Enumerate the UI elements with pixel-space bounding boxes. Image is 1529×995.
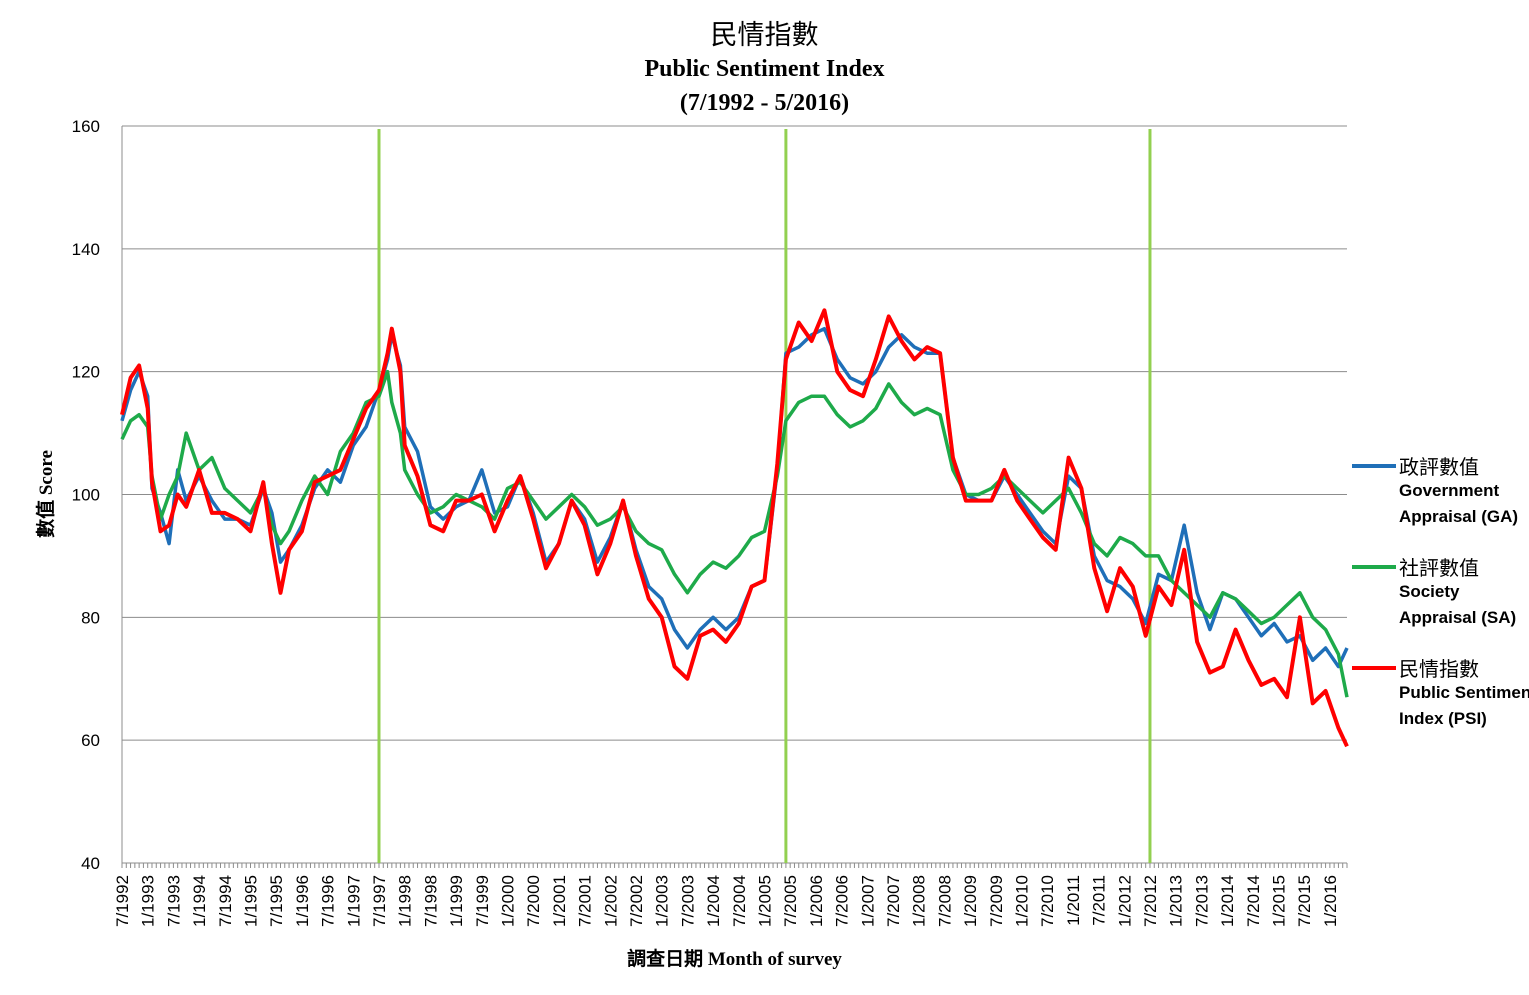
x-axis-label: 調查日期 Month of survey — [627, 947, 842, 970]
y-tick-label: 140 — [72, 240, 100, 259]
x-tick-label: 7/2008 — [935, 875, 954, 927]
x-tick-label: 1/2015 — [1269, 875, 1288, 927]
x-tick-label: 7/1995 — [267, 875, 286, 927]
x-tick-label: 7/1997 — [370, 875, 389, 927]
title-chinese: 民情指數 — [710, 20, 819, 50]
x-tick-label: 7/2012 — [1141, 875, 1160, 927]
legend-label-psi-zh: 民情指數 — [1399, 657, 1479, 681]
legend-label-ga-en: Government Appraisal (GA) — [1399, 481, 1519, 526]
title-english: Public Sentiment Index — [644, 56, 885, 82]
y-tick-label: 80 — [81, 608, 100, 627]
y-tick-label: 60 — [81, 731, 100, 750]
x-tick-label: 7/2001 — [576, 875, 595, 927]
x-tick-label: 7/1993 — [164, 875, 183, 927]
x-tick-label: 7/2005 — [781, 875, 800, 927]
legend-swatch-sa — [1352, 565, 1396, 569]
x-tick-label: 7/2014 — [1244, 875, 1263, 927]
chart-title: 民情指數 Public Sentiment Index (7/1992 - 5/… — [0, 18, 1529, 120]
x-tick-label: 1/1996 — [293, 875, 312, 927]
x-tick-label: 7/2003 — [678, 875, 697, 927]
x-tick-label: 1/2014 — [1218, 875, 1237, 927]
x-tick-label: 1/2000 — [498, 875, 517, 927]
x-tick-label: 1/2009 — [961, 875, 980, 927]
legend-label-psi-en: Public Sentiment Index (PSI) — [1399, 683, 1529, 728]
legend-label-sa-zh: 社評數值 — [1399, 556, 1479, 580]
series-line-psi — [120, 308, 1349, 748]
x-tick-label: 1/1995 — [241, 875, 260, 927]
x-tick-label: 1/2013 — [1167, 875, 1186, 927]
legend-label-ga-zh: 政評數值 — [1399, 455, 1479, 479]
x-tick-label: 1/2001 — [550, 875, 569, 927]
x-tick-label: 7/2015 — [1295, 875, 1314, 927]
x-tick-label: 7/2002 — [627, 875, 646, 927]
x-tick-label: 1/1997 — [344, 875, 363, 927]
x-tick-label: 1/2008 — [910, 875, 929, 927]
x-tick-label: 1/2005 — [755, 875, 774, 927]
series-line-ga — [120, 326, 1349, 669]
x-tick-label: 1/2007 — [858, 875, 877, 927]
x-tick-label: 1/1993 — [139, 875, 158, 927]
y-tick-label: 40 — [81, 854, 100, 873]
x-tick-label: 7/2011 — [1090, 875, 1109, 926]
x-tick-label: 1/2010 — [1012, 875, 1031, 927]
x-tick-label: 7/2009 — [987, 875, 1006, 927]
x-tick-label: 7/1992 — [113, 875, 132, 927]
title-date-range: (7/1992 - 5/2016) — [679, 90, 850, 116]
x-tick-label: 7/2004 — [730, 875, 749, 927]
x-tick-label: 7/2006 — [833, 875, 852, 927]
series-line-sa — [120, 369, 1349, 698]
legend-label-sa-en: Society Appraisal (SA) — [1399, 582, 1517, 627]
x-tick-label: 1/2003 — [653, 875, 672, 927]
x-tick-label: 7/2000 — [524, 875, 543, 927]
x-tick-label: 1/2004 — [704, 875, 723, 927]
x-tick-label: 1/2012 — [1115, 875, 1134, 927]
x-tick-label: 7/2010 — [1038, 875, 1057, 927]
x-tick-label: 7/1999 — [473, 875, 492, 927]
x-tick-label: 1/2011 — [1064, 875, 1083, 926]
legend-swatch-ga — [1352, 464, 1396, 468]
x-tick-label: 1/2016 — [1321, 875, 1340, 927]
x-tick-label: 7/2013 — [1192, 875, 1211, 927]
x-tick-label: 7/1994 — [216, 875, 235, 927]
x-tick-label: 7/2007 — [884, 875, 903, 927]
x-tick-label: 7/1998 — [421, 875, 440, 927]
y-tick-label: 120 — [72, 363, 100, 382]
x-tick-label: 7/1996 — [319, 875, 338, 927]
x-tick-label: 1/2002 — [601, 875, 620, 927]
y-tick-label: 100 — [72, 486, 100, 505]
x-tick-label: 1/1998 — [396, 875, 415, 927]
y-tick-label: 160 — [72, 117, 100, 136]
x-tick-label: 1/2006 — [807, 875, 826, 927]
legend-swatch-psi — [1352, 666, 1396, 670]
x-tick-label: 1/1999 — [447, 875, 466, 927]
y-axis-label: 數值 Score — [34, 450, 57, 538]
x-tick-label: 1/1994 — [190, 875, 209, 927]
